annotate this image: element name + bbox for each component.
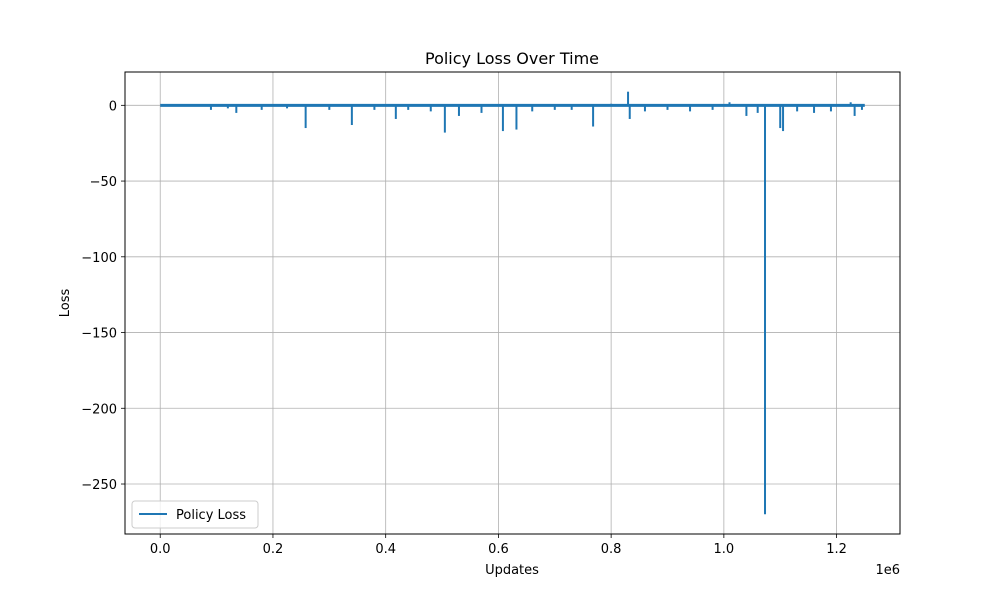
y-tick-label: −200 [81,402,117,417]
y-tick-label: −150 [81,327,117,342]
legend: Policy Loss [131,500,259,529]
chart-title: Policy Loss Over Time [425,49,599,68]
legend-box [131,500,259,529]
y-tick-label: −100 [81,251,117,266]
y-tick-label: −250 [81,478,117,493]
y-axis: 0 −50 −100 −150 −200 −250 [81,99,125,493]
x-tick-label: 0.6 [488,542,509,557]
x-tick-label: 0.8 [601,542,622,557]
series-layer [160,91,865,515]
x-tick-label: 0.4 [375,542,396,557]
plot-area [125,72,900,534]
x-tick-label: 0.0 [150,542,171,557]
x-tick-label: 1.0 [714,542,735,557]
y-axis-label: Loss [58,289,73,318]
x-tick-label: 1.2 [826,542,847,557]
x-axis-offset-text: 1e6 [875,563,900,578]
y-tick-label: −50 [90,175,117,190]
x-axis: 0.0 0.2 0.4 0.6 0.8 1.0 1.2 [150,534,847,557]
x-tick-label: 0.2 [263,542,284,557]
legend-label: Policy Loss [176,508,246,523]
grid-lines [125,72,900,534]
plot-frame [124,71,901,535]
y-tick-label: 0 [109,99,117,114]
x-axis-label: Updates [485,563,539,578]
